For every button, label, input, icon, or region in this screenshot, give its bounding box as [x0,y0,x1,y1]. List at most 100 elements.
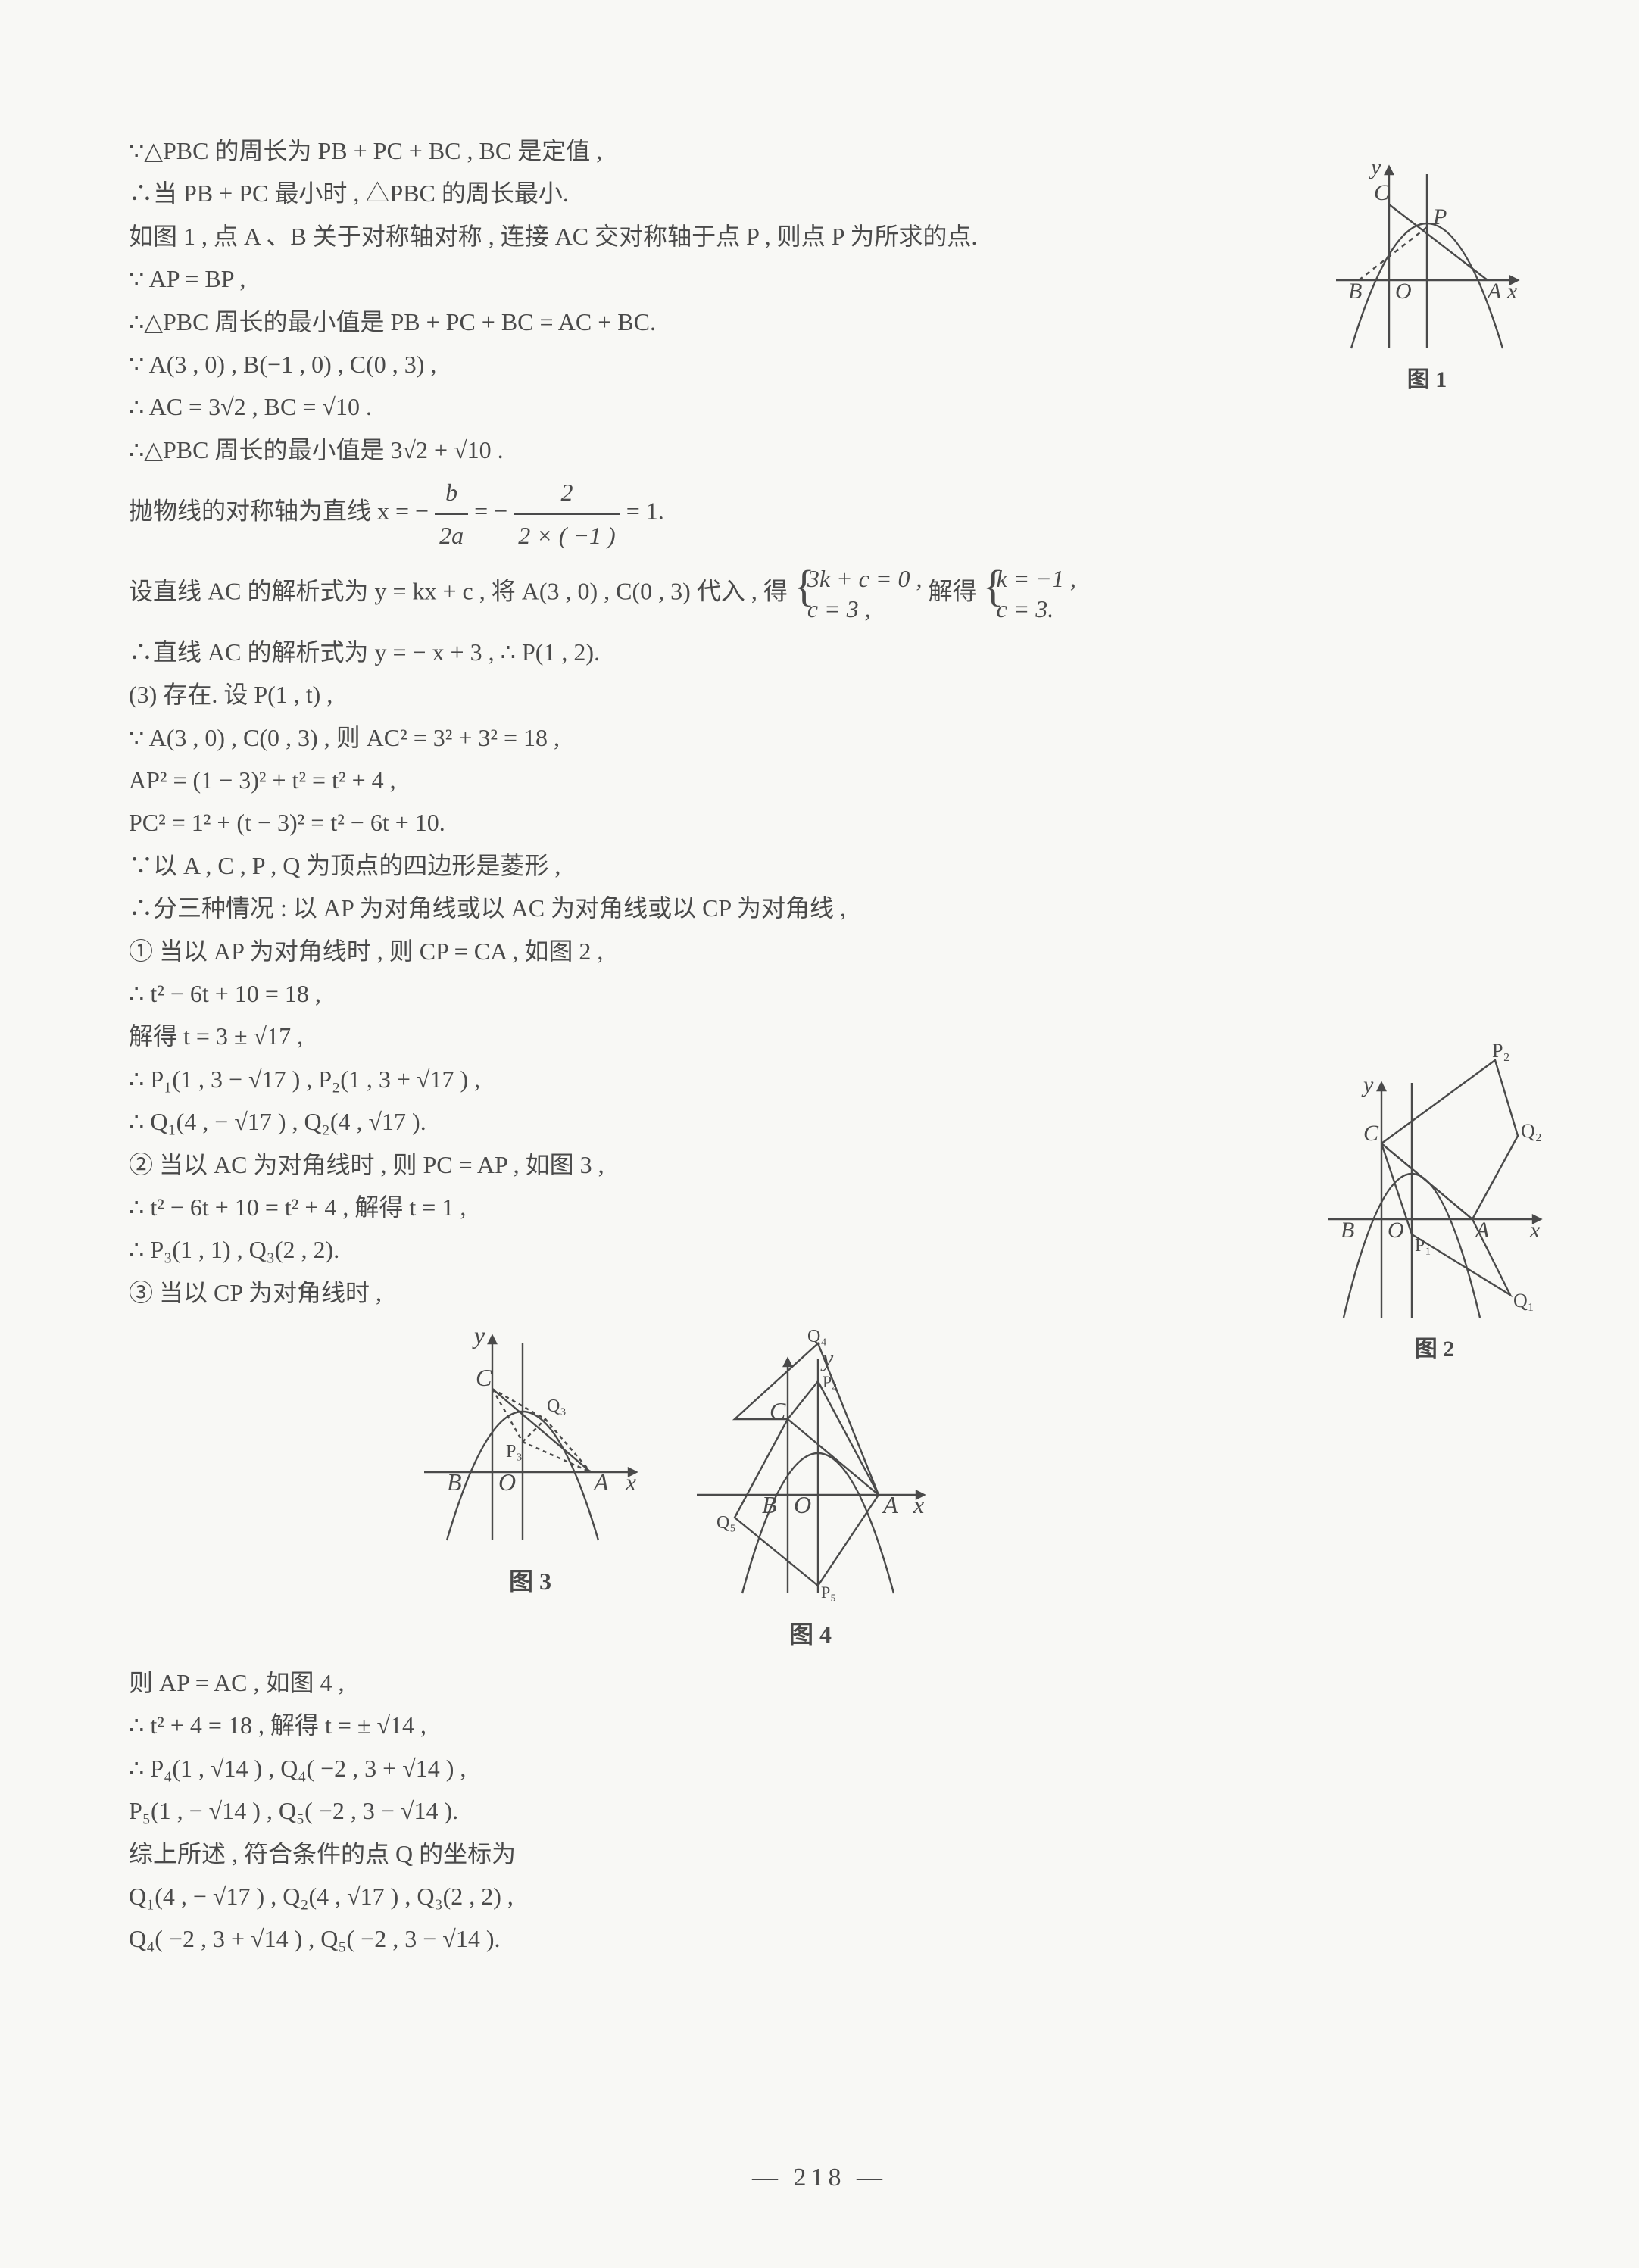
text-line: ∴ t² − 6t + 10 = t² + 4 , 解得 t = 1 , [129,1187,1303,1228]
system-row: 3k + c = 0 , [807,563,923,594]
system-row: c = 3 , [807,594,923,624]
text-line: ① 当以 AP 为对角线时 , 则 CP = CA , 如图 2 , [129,931,1303,972]
figure-2-svg: x y A B C O P₁ P₂ Q₁ Q₂ [1321,1037,1548,1325]
label-P: P [1432,204,1447,229]
label-C: C [1374,180,1390,205]
label-A: A [592,1468,609,1496]
label-A: A [882,1491,898,1518]
text-span: = 1. [626,498,664,525]
text-line: ∴△PBC 周长的最小值是 3√2 + √10 . [129,429,1303,470]
figure-3-label: 图 3 [417,1561,644,1602]
figure-2: x y A B C O P₁ P₂ Q₁ Q₂ 图 2 [1321,1037,1548,1368]
fraction-den: 2 × ( −1 ) [514,515,620,556]
text-line: 如图 1 , 点 A 、B 关于对称轴对称 , 连接 AC 交对称轴于点 P ,… [129,216,1235,257]
text-line: 则 AP = AC , 如图 4 , [129,1662,1303,1703]
label-y: y [1361,1072,1374,1097]
brace-system: k = −1 , c = 3. [982,563,1075,624]
text-line: ∵ A(3 , 0) , C(0 , 3) , 则 AC² = 3² + 3² … [129,717,1303,758]
text-line: Q₁(4 , − √17 ) , Q₂(4 , √17 ) , Q₃(2 , 2… [129,1876,1303,1917]
label-P5: P₅ [821,1583,836,1601]
label-A: A [1486,279,1502,304]
text-line: ∵以 A , C , P , Q 为顶点的四边形是菱形 , [129,845,1303,886]
text-line: (3) 存在. 设 P(1 , t) , [129,674,1303,715]
main-column: ∵△PBC 的周长为 PB + PC + BC , BC 是定值 , ∴当 PB… [129,130,1303,1960]
label-Q2: Q₂ [1521,1120,1542,1142]
text-line-fraction: 抛物线的对称轴为直线 x = − b 2a = − 2 2 × ( −1 ) =… [129,472,1303,556]
figure-1: x y A B C O P 图 1 [1328,159,1525,399]
label-Q4: Q₄ [807,1328,827,1346]
label-P2: P₂ [1492,1040,1510,1062]
figure-3-svg: x y A B C O P₃ Q₃ [417,1328,644,1548]
text-line: ② 当以 AC 为对角线时 , 则 PC = AP , 如图 3 , [129,1144,1303,1185]
figure-2-label: 图 2 [1321,1330,1548,1368]
fraction: 2 2 × ( −1 ) [514,472,620,556]
label-Q5: Q₅ [716,1513,736,1533]
page-root: x y A B C O P 图 1 x y A B [0,0,1639,2268]
text-line: ∴ t² + 4 = 18 , 解得 t = ± √14 , [129,1705,1303,1745]
label-C: C [476,1364,492,1391]
fraction-num: b [435,472,468,514]
text-line: ∴ P₃(1 , 1) , Q₃(2 , 2). [129,1229,1303,1270]
label-B: B [1341,1218,1354,1243]
label-O: O [498,1468,516,1496]
label-P1: P₁ [1415,1236,1431,1256]
text-line: ∴ AC = 3√2 , BC = √10 . [129,386,1303,427]
page-number: — 218 — [0,2156,1639,2200]
label-B: B [762,1491,777,1518]
fraction-den: 2a [435,515,468,556]
figure-row: x y A B C O P₃ Q₃ 图 3 [417,1328,1303,1655]
label-Q1: Q₁ [1513,1290,1534,1312]
label-C: C [770,1397,786,1424]
label-y: y [472,1328,485,1349]
figure-4-svg: x y A B C O P₄ P₅ Q₄ Q₅ [689,1328,932,1601]
label-x: x [1506,279,1518,304]
label-x: x [1529,1218,1541,1243]
text-line: ③ 当以 CP 为对角线时 , [129,1272,1303,1313]
label-O: O [794,1491,811,1518]
text-line: P₅(1 , − √14 ) , Q₅( −2 , 3 − √14 ). [129,1790,1303,1831]
label-O: O [1388,1218,1404,1243]
text-line: ∴ P₁(1 , 3 − √17 ) , P₂(1 , 3 + √17 ) , [129,1059,1303,1100]
text-line: ∵△PBC 的周长为 PB + PC + BC , BC 是定值 , [129,130,1303,171]
text-line: ∴△PBC 周长的最小值是 PB + PC + BC = AC + BC. [129,301,1303,342]
text-span: 解得 [928,577,976,604]
text-line: ∴当 PB + PC 最小时 , △PBC 的周长最小. [129,173,1303,214]
figure-4-label: 图 4 [689,1614,932,1655]
text-line: 解得 t = 3 ± √17 , [129,1015,1303,1056]
text-line: ∵ A(3 , 0) , B(−1 , 0) , C(0 , 3) , [129,344,1303,385]
label-y: y [1369,159,1381,179]
text-line: ∴分三种情况 : 以 AP 为对角线或以 AC 为对角线或以 CP 为对角线 , [129,888,1303,928]
text-line: ∴ P₄(1 , √14 ) , Q₄( −2 , 3 + √14 ) , [129,1748,1303,1789]
text-line-system: 设直线 AC 的解析式为 y = kx + c , 将 A(3 , 0) , C… [129,563,1303,624]
label-C: C [1363,1121,1379,1146]
figure-1-label: 图 1 [1328,360,1525,399]
label-P3: P₃ [506,1442,523,1462]
text-span: 设直线 AC 的解析式为 y = kx + c , 将 A(3 , 0) , C… [129,577,788,604]
label-A: A [1474,1218,1490,1243]
system-row: k = −1 , [996,563,1075,594]
figure-4: x y A B C O P₄ P₅ Q₄ Q₅ 图 4 [689,1328,932,1655]
fraction-num: 2 [514,472,620,514]
brace-system: 3k + c = 0 , c = 3 , [794,563,923,624]
system-row: c = 3. [996,594,1075,624]
label-B: B [447,1468,462,1496]
text-span: 抛物线的对称轴为直线 x = − [129,498,429,525]
label-x: x [625,1468,636,1496]
text-line: PC² = 1² + (t − 3)² = t² − 6t + 10. [129,802,1303,843]
text-line: 综上所述 , 符合条件的点 Q 的坐标为 [129,1833,1303,1874]
label-O: O [1395,279,1412,304]
text-line: ∵ AP = BP , [129,258,1303,299]
label-y: y [820,1344,834,1371]
label-B: B [1348,279,1362,304]
figure-1-svg: x y A B C O P [1328,159,1525,356]
text-line: ∴ t² − 6t + 10 = 18 , [129,973,1303,1014]
fraction: b 2a [435,472,468,556]
label-x: x [913,1491,924,1518]
text-line: ∴ Q₁(4 , − √17 ) , Q₂(4 , √17 ). [129,1101,1303,1142]
label-Q3: Q₃ [547,1396,567,1416]
text-line: AP² = (1 − 3)² + t² = t² + 4 , [129,760,1303,800]
label-P4: P₄ [823,1372,838,1391]
text-span: = − [474,498,507,525]
text-line: ∴直线 AC 的解析式为 y = − x + 3 , ∴ P(1 , 2). [129,632,1303,672]
text-line: Q₄( −2 , 3 + √14 ) , Q₅( −2 , 3 − √14 ). [129,1918,1303,1959]
